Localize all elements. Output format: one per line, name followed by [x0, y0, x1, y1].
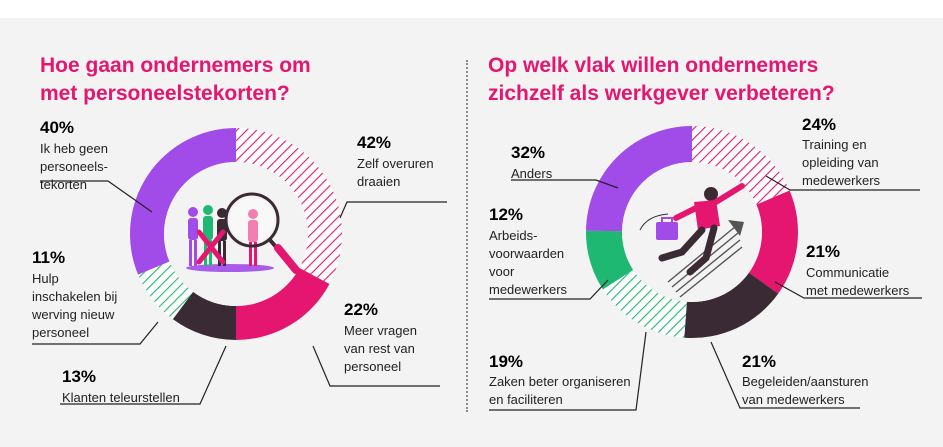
chart2-segment-5 [586, 126, 692, 232]
chart1-seg4-pct: 40% [40, 118, 75, 137]
chart2-seg1-label: Communicatie met medewerkers [806, 265, 910, 298]
chart1-seg2-label: Klanten teleurstellen [62, 390, 180, 405]
chart1-leader-4 [40, 180, 153, 213]
chart1-seg2-pct: 13% [62, 367, 97, 386]
chart2-seg5-pct: 32% [511, 143, 546, 162]
chart2-segment-0 [692, 126, 790, 205]
people-magnifier-icon [186, 192, 300, 274]
chart1-seg1-pct: 22% [344, 300, 379, 319]
chart1-leader-1 [312, 345, 440, 387]
chart2-seg4-pct: 12% [489, 205, 524, 224]
chart2-leader-0 [765, 175, 920, 191]
chart2-seg5-label: Anders [511, 166, 553, 181]
chart1-seg1-label: Meer vragen van rest van personeel [344, 323, 417, 374]
chart1-seg3-label: Hulp inschakelen bij werving nieuw perso… [32, 271, 118, 340]
chart1-leader-3 [32, 321, 159, 345]
chart2-segment-4 [586, 230, 634, 290]
chart2-seg2-pct: 21% [742, 352, 777, 371]
chart1-segment-3 [138, 261, 194, 320]
chart2-segment-1 [748, 190, 799, 294]
chart1-title: Hoe gaan ondernemers om met personeelste… [40, 54, 311, 105]
chart2-segment-3 [602, 269, 687, 338]
chart1-segment-4 [130, 128, 236, 275]
chart1-seg0-pct: 42% [357, 133, 392, 152]
chart1-seg0-label: Zelf overuren draaien [357, 156, 434, 189]
chart2-title: Op welk vlak willen ondernemers zichzelf… [488, 54, 835, 105]
chart2-seg0-pct: 24% [802, 115, 837, 134]
running-person-icon [639, 183, 745, 298]
chart1-leader-0 [339, 201, 447, 219]
chart1-segment-0 [236, 128, 342, 284]
chart2-seg4-label: Arbeids- voorwaarden voor medewerkers [489, 228, 568, 297]
chart2-leader-1 [774, 281, 922, 299]
chart1-segment-1 [236, 267, 330, 340]
chart2-leader-5 [511, 179, 619, 189]
divider [466, 60, 468, 412]
chart2-seg3-label: Zaken beter organiseren en faciliteren [489, 374, 631, 407]
chart2-leader-2 [710, 341, 860, 409]
chart1-segment-2 [172, 291, 236, 340]
chart1-leader-2 [60, 345, 227, 405]
chart2-seg1-pct: 21% [806, 242, 841, 261]
chart1-seg4-label: Ik heb geen personeels- tekorten [40, 141, 108, 192]
chart2-segment-2 [684, 272, 779, 339]
chart2-seg2-label: Begeleiden/aansturen van medewerkers [742, 374, 869, 407]
chart2-seg0-label: Training en opleiding van medewerkers [802, 137, 881, 188]
chart2-leader-3 [489, 331, 647, 411]
chart2-leader-4 [489, 279, 609, 300]
chart1-seg3-pct: 11% [32, 248, 66, 267]
chart2-seg3-pct: 19% [489, 352, 524, 371]
